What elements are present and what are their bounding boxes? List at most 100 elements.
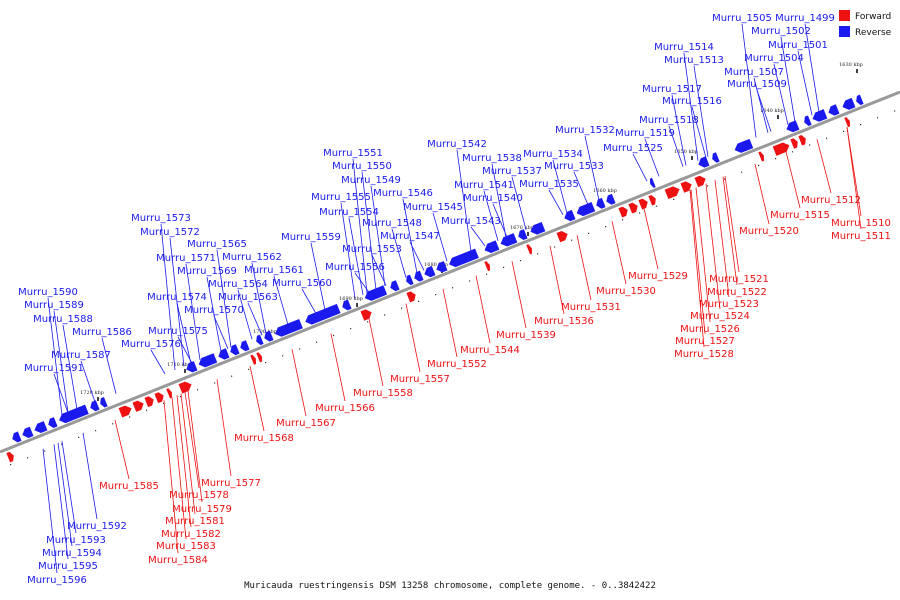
gene-label: Murru_1545 [403,202,463,213]
scale-dot [282,355,284,357]
gene-label: Murru_1589 [24,300,84,311]
scale-dot [639,212,641,214]
scale-dot [299,348,301,350]
scale-dot [316,341,318,343]
reverse-gene-arrow [786,120,800,133]
leader-line [310,242,326,311]
gene-label: Murru_1573 [131,213,191,224]
leader-line [683,52,699,161]
leader-line [247,302,263,336]
reverse-gene-arrow [59,404,89,424]
scale-dot [894,110,896,112]
scale-dot [452,287,454,289]
scale-dot [61,443,63,445]
scale-dot [418,300,420,302]
gene-label: Murru_1528 [674,349,734,360]
leader-line [184,391,200,489]
reverse-gene-arrow [12,431,22,443]
gene-label: Murru_1513 [664,55,724,66]
scale-dot [503,266,505,268]
leader-line [163,400,179,554]
tick-label: 1660 kbp [593,188,617,194]
leader-line [695,187,711,323]
scale-dot [27,457,29,459]
gene-label: Murru_1546 [373,188,433,199]
gene-label: Murru_1568 [234,433,294,444]
gene-label: Murru_1516 [662,96,722,107]
scale-dot [231,375,233,377]
scale-dot [401,307,403,309]
gene-label: Murru_1512 [801,195,861,206]
scale-dot [588,232,590,234]
gene-label: Murru_1572 [140,227,200,238]
gene-label: Murru_1574 [147,292,207,303]
gene-label: Murru_1579 [172,504,232,515]
gene-label: Murru_1533 [544,161,604,172]
leader-line [180,393,196,515]
scale-dot [792,151,794,153]
tick-label: 1690 kbp [339,296,363,302]
gene-label: Murru_1577 [201,478,261,489]
leader-line [62,324,78,410]
scale-dot [435,294,437,296]
tick-label: 1630 kbp [839,62,863,68]
leader-line [291,349,307,417]
leader-lines [42,23,862,574]
leader-line [797,50,813,116]
scale-dot [469,280,471,282]
forward-gene-arrow [484,261,491,272]
reverse-gene-arrow [500,233,518,247]
gene-label: Murru_1570 [184,305,244,316]
gene-label: Murru_1544 [460,345,520,356]
scale-dot [622,219,624,221]
forward-gene-arrow [144,396,154,408]
gene-label: Murru_1547 [380,231,440,242]
genome-backbone [0,90,900,454]
gene-label: Murru_1591 [24,363,84,374]
scale-dot [843,130,845,132]
reverse-gene-arrow [218,348,230,360]
reverse-gene-arrow [734,138,754,153]
gene-label: Murru_1557 [390,374,450,385]
reverse-gene-arrow [264,330,274,342]
gene-label: Murru_1531 [561,302,621,313]
leader-line [249,365,265,432]
gene-label: Murru_1517 [642,84,702,95]
gene-arrows [6,94,864,463]
scale-dot [44,450,46,452]
forward-gene-arrow [618,206,628,218]
gene-label: Murru_1586 [72,327,132,338]
leader-line [160,223,176,371]
leader-line [714,179,730,298]
gene-label: Murru_1510 [831,218,891,229]
gene-label: Murru_1507 [724,67,784,78]
reverse-gene-arrow [22,426,34,439]
tick-label: 1680 kbp [424,262,448,268]
leader-line [491,163,507,238]
reverse-gene-arrow [90,400,100,412]
gene-label: Murru_1549 [341,175,401,186]
forward-gene-arrow [360,309,372,321]
reverse-gene-arrow [856,94,864,106]
reverse-gene-arrow [256,334,264,346]
leader-line [53,373,69,413]
scale-dot [146,409,148,411]
scale-dot [860,124,862,126]
scale-dot [741,171,743,173]
gene-label: Murru_1534 [523,149,583,160]
leader-line [632,153,648,182]
forward-gene-arrow [772,142,790,156]
gene-label: Murru_1587 [51,350,111,361]
gene-label: Murru_1561 [244,265,304,276]
reverse-gene-arrow [812,109,828,122]
leader-line [511,261,527,329]
leader-line [846,127,862,230]
tick-label: 1710 kbp [167,362,191,368]
forward-gene-arrow [664,186,680,200]
gene-label: Murru_1559 [281,232,341,243]
reverse-gene-arrow [406,274,414,286]
leader-line [816,139,832,194]
leader-line [442,288,458,358]
scale-dot [673,198,675,200]
leader-line [693,65,709,157]
